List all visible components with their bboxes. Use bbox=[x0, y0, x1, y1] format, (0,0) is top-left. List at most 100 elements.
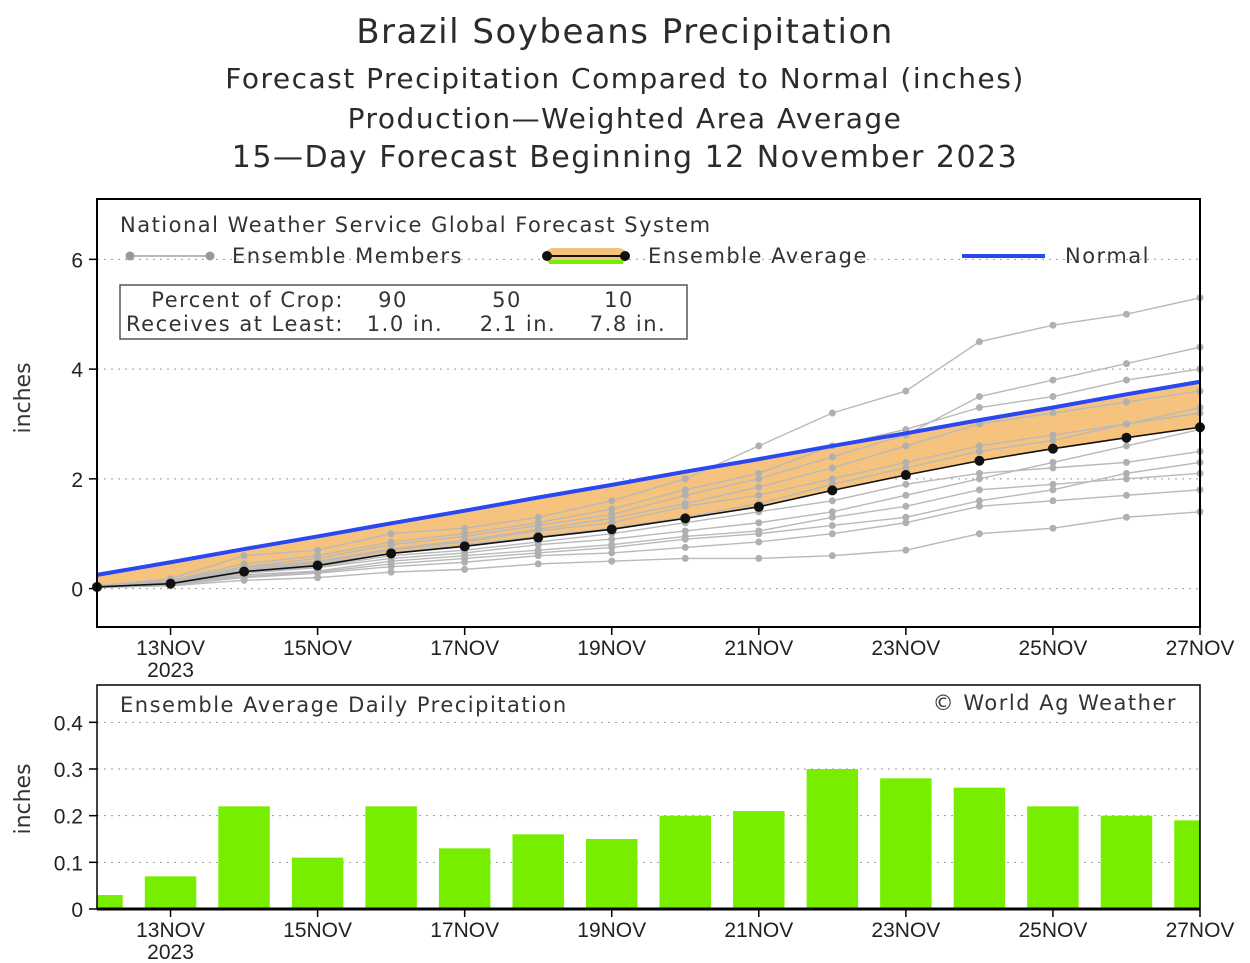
ensemble-member-point bbox=[828, 464, 836, 472]
ensemble-member-point bbox=[681, 554, 689, 562]
ensemble-member-7 bbox=[93, 294, 1204, 590]
ensemble-member-point bbox=[975, 486, 983, 494]
ensemble-member-point bbox=[608, 543, 616, 551]
ensemble-member-point bbox=[902, 519, 910, 527]
legend-average-dot bbox=[620, 251, 630, 261]
ensemble-member-point bbox=[240, 552, 248, 560]
ensemble-member-point bbox=[1049, 393, 1057, 401]
ensemble-member-point bbox=[1122, 469, 1130, 477]
chart-subtitle: Forecast Precipitation Compared to Norma… bbox=[225, 62, 1025, 95]
ensemble-member-point bbox=[681, 491, 689, 499]
x-tick-label: 21NOV bbox=[724, 637, 793, 660]
ensemble-member-point bbox=[314, 546, 322, 554]
ensemble-member-point bbox=[902, 480, 910, 488]
x-tick-label: 19NOV bbox=[577, 637, 646, 660]
ensemble-member-line bbox=[96, 346, 1201, 588]
average-point bbox=[459, 541, 470, 552]
x-tick-label: 21NOV bbox=[724, 919, 793, 942]
ensemble-member-point bbox=[755, 475, 763, 483]
ensemble-member-point bbox=[1049, 321, 1057, 329]
ensemble-member-point bbox=[828, 530, 836, 538]
ensemble-member-point bbox=[534, 560, 542, 568]
ensemble-member-point bbox=[1122, 360, 1130, 368]
ensemble-member-point bbox=[1049, 458, 1057, 466]
crop-row1-value-3: 10 bbox=[604, 288, 634, 312]
bar bbox=[144, 876, 197, 909]
average-point bbox=[239, 566, 250, 577]
legend: Ensemble Members Ensemble Average Normal bbox=[125, 244, 1148, 268]
ensemble-member-point bbox=[828, 513, 836, 521]
ensemble-member-line bbox=[96, 428, 1201, 588]
bar bbox=[659, 815, 712, 909]
ensemble-member-point bbox=[975, 469, 983, 477]
ensemble-member-point bbox=[1122, 458, 1130, 466]
ensemble-member-point bbox=[534, 541, 542, 549]
ensemble-member-point bbox=[1049, 497, 1057, 505]
ensemble-member-point bbox=[975, 447, 983, 455]
bar bbox=[733, 811, 785, 909]
x-tick-label: 25NOV bbox=[1018, 637, 1087, 660]
crop-row1-value-1: 90 bbox=[378, 288, 408, 312]
ensemble-member-point bbox=[608, 549, 616, 557]
ensemble-member-point bbox=[975, 497, 983, 505]
y-axis-label: inches bbox=[11, 763, 36, 834]
legend-average-label: Ensemble Average bbox=[648, 244, 868, 268]
x-tick-label: 27NOV bbox=[1166, 919, 1235, 942]
ensemble-member-point bbox=[1122, 310, 1130, 318]
legend-member-dot bbox=[205, 251, 215, 261]
ensemble-member-point bbox=[828, 497, 836, 505]
ensemble-member-point bbox=[1122, 513, 1130, 521]
ensemble-member-point bbox=[902, 387, 910, 395]
ensemble-member-point bbox=[828, 552, 836, 560]
y-axis-label: inches bbox=[11, 362, 36, 433]
ensemble-member-point bbox=[975, 338, 983, 346]
bar bbox=[218, 806, 270, 909]
ensemble-member-point bbox=[608, 505, 616, 513]
x-tick-label: 15NOV bbox=[283, 919, 352, 942]
ensemble-member-point bbox=[1122, 420, 1130, 428]
y-tick-label: 0.3 bbox=[54, 759, 83, 782]
ensemble-member-point bbox=[1122, 442, 1130, 450]
y-tick-label: 0.1 bbox=[54, 852, 83, 875]
x-tick-label: 13NOV bbox=[136, 919, 205, 942]
average-point bbox=[900, 470, 911, 481]
ensemble-member-point bbox=[975, 530, 983, 538]
ensemble-member-point bbox=[755, 538, 763, 546]
y-tick-label: 0.4 bbox=[54, 712, 84, 735]
ensemble-member-line bbox=[96, 368, 1201, 587]
average-point bbox=[312, 560, 323, 571]
ensemble-member-point bbox=[1122, 491, 1130, 499]
x-tick-label: 17NOV bbox=[430, 637, 499, 660]
y-tick-label: 0 bbox=[71, 899, 83, 922]
ensemble-member-point bbox=[681, 500, 689, 508]
ensemble-member-point bbox=[828, 453, 836, 461]
ensemble-member-point bbox=[534, 525, 542, 533]
bar bbox=[365, 806, 417, 909]
average-point bbox=[753, 501, 764, 512]
ensemble-member-point bbox=[975, 393, 983, 401]
ensemble-member-point bbox=[461, 549, 469, 557]
ensemble-member-point bbox=[828, 508, 836, 516]
average-point bbox=[974, 455, 985, 466]
ensemble-member-point bbox=[534, 549, 542, 557]
ensemble-member-point bbox=[828, 475, 836, 483]
bar bbox=[438, 848, 491, 909]
ensemble-member-line bbox=[96, 461, 1201, 589]
ensemble-member-point bbox=[608, 514, 616, 522]
average-point bbox=[1121, 432, 1132, 443]
average-point bbox=[827, 485, 838, 496]
bar bbox=[880, 778, 932, 909]
ensemble-member-point bbox=[1049, 436, 1057, 444]
ensemble-member-line bbox=[96, 472, 1201, 588]
ensemble-member-point bbox=[755, 442, 763, 450]
crop-row1-label: Percent of Crop: bbox=[151, 288, 344, 312]
ensemble-member-point bbox=[902, 464, 910, 472]
ensemble-member-point bbox=[755, 554, 763, 562]
average-line bbox=[96, 426, 1201, 588]
plot-frame bbox=[96, 198, 1201, 628]
credit-label: © World Ag Weather bbox=[933, 691, 1177, 715]
average-point bbox=[1047, 443, 1058, 454]
y-tick-label: 6 bbox=[71, 249, 83, 272]
chart-subtitle-2: Production—Weighted Area Average bbox=[347, 102, 903, 135]
x-tick-label: 13NOV bbox=[136, 637, 205, 660]
